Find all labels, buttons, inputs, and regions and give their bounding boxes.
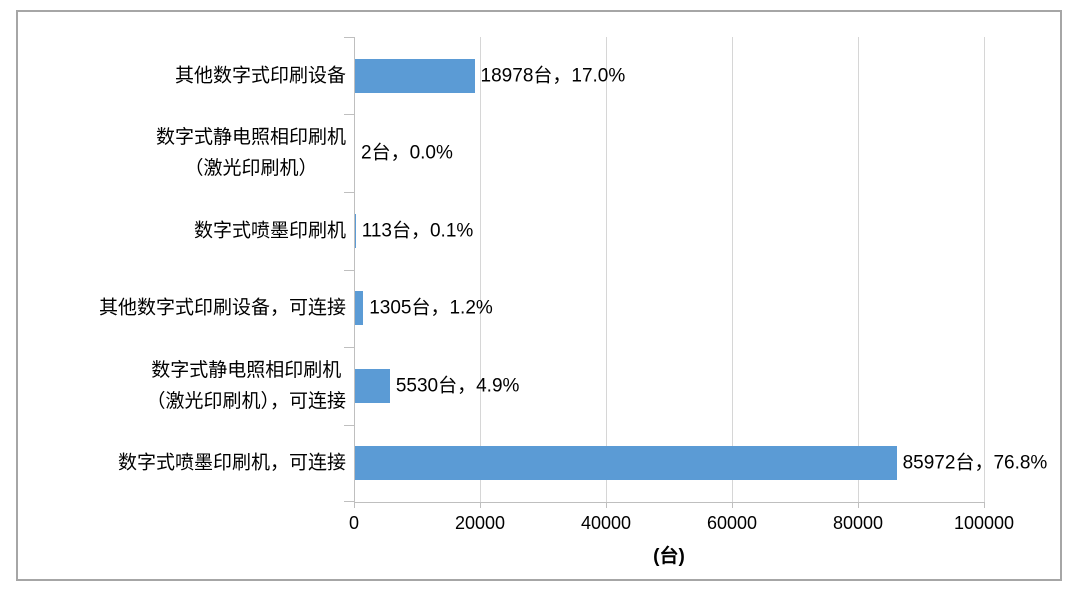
bar [355, 446, 897, 481]
x-tick-mark [858, 502, 859, 508]
gridline [858, 37, 859, 502]
x-axis-unit-label: (台) [653, 546, 685, 567]
bar [355, 368, 390, 403]
category-label-line: 其他数字式印刷设备，可连接 [98, 297, 346, 319]
y-axis-tick [344, 269, 354, 271]
category-axis-labels: 其他数字式印刷设备数字式静电照相印刷机 （激光印刷机） 数字式喷墨印刷机其他数字式印… [20, 37, 346, 502]
y-axis-tick [344, 501, 354, 502]
category-label-line: 数字式喷墨印刷机 [193, 220, 346, 242]
x-tick-mark [606, 502, 607, 508]
bar-data-label: 5530台，4.9% [395, 375, 520, 397]
category-label: 数字式喷墨印刷机，可连接 [118, 448, 346, 479]
y-axis-line [354, 37, 355, 502]
x-tick-label: 60000 [706, 513, 758, 533]
bar-data-label: 1305台，1.2% [369, 297, 493, 319]
category-label: 其他数字式印刷设备 [175, 60, 346, 91]
bar [355, 213, 356, 248]
x-axis-line [354, 502, 985, 503]
y-axis-tick [344, 114, 354, 116]
bar-data-label: 85972台，76.8% [902, 452, 1048, 474]
gridline [480, 37, 481, 502]
category-label-line: 数字式静电照相印刷机 [151, 359, 342, 381]
bar [355, 291, 364, 326]
category-label: 数字式喷墨印刷机 [194, 215, 346, 246]
x-tick-label: 40000 [580, 513, 632, 533]
x-tick-label: 100000 [953, 513, 1015, 533]
x-tick-mark [480, 502, 481, 508]
y-axis-tick [344, 37, 354, 38]
x-tick-mark [354, 502, 355, 508]
category-label-line: 数字式静电照相印刷机 [155, 127, 346, 149]
chart-border [16, 10, 1062, 581]
category-label: 数字式静电照相印刷机 （激光印刷机），可连接 [146, 355, 346, 417]
plot-area: 18978台，17.0% 2台，0.0% 113台，0.1% 1305台，1.2% 55… [344, 37, 1047, 508]
category-label-line: 数字式喷墨印刷机，可连接 [117, 452, 346, 474]
gridline [732, 37, 733, 502]
y-axis-tick [344, 424, 354, 426]
x-tick-label: 20000 [454, 513, 506, 533]
category-label-line: （激光印刷机），可连接 [146, 390, 346, 412]
category-label: 数字式静电照相印刷机 （激光印刷机） [156, 122, 346, 184]
category-label-line: （激光印刷机） [184, 158, 318, 180]
x-tick-mark [984, 502, 985, 508]
x-tick-label: 80000 [832, 513, 884, 533]
gridline [606, 37, 607, 502]
x-tick-label: 0 [348, 513, 360, 533]
category-label: 其他数字式印刷设备，可连接 [99, 293, 346, 324]
bar-data-label: 113台，0.1% [361, 220, 474, 242]
y-axis-tick [344, 191, 354, 193]
x-tick-mark [732, 502, 733, 508]
bar-data-label: 2台，0.0% [361, 142, 453, 164]
y-axis-tick [344, 346, 354, 348]
bar [355, 58, 475, 93]
bar-data-label: 18978台，17.0% [480, 65, 626, 87]
category-label-line: 其他数字式印刷设备 [174, 65, 346, 87]
gridline [984, 37, 985, 502]
